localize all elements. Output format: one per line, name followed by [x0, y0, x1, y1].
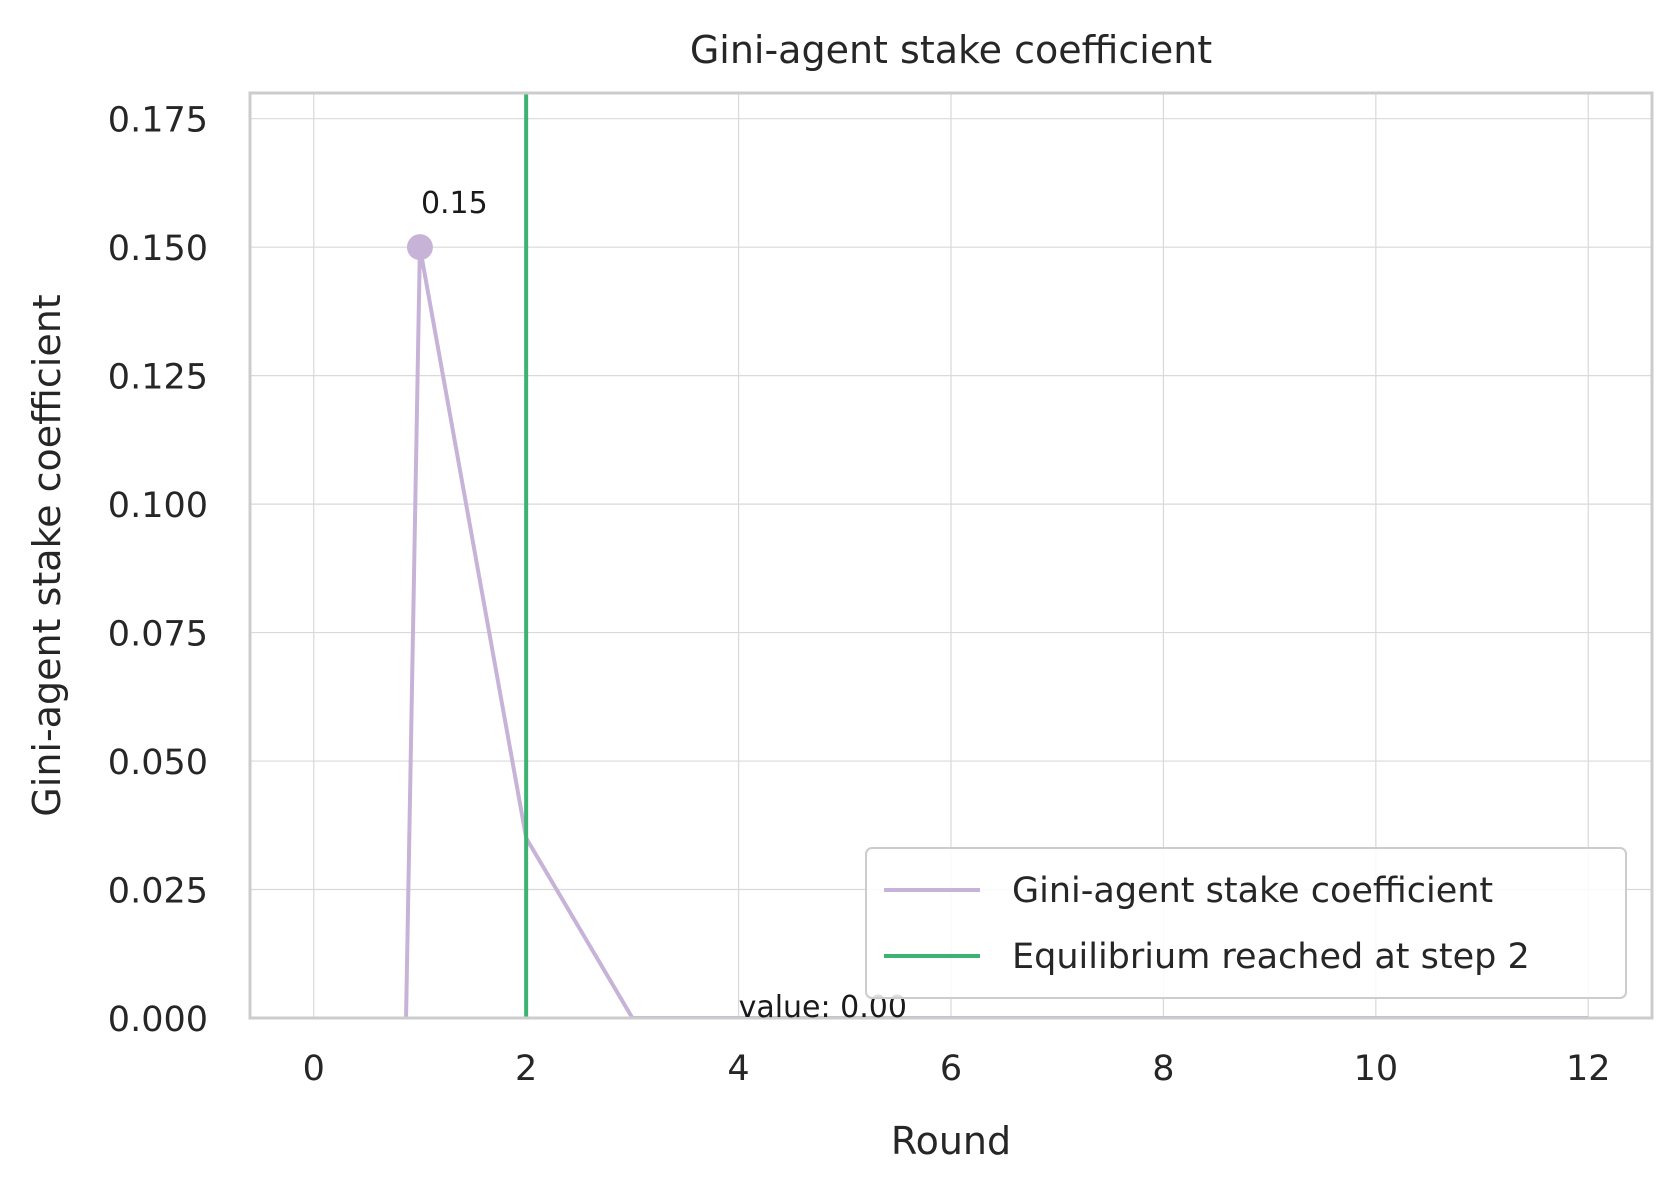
y-tick-label: 0.150 [108, 229, 208, 269]
x-tick-label: 8 [1152, 1049, 1174, 1089]
x-tick-labels: 0 2 4 6 8 10 12 [303, 1049, 1611, 1089]
legend-box [865, 847, 1627, 999]
peak-annotation: 0.15 [421, 186, 488, 221]
y-axis-label: Gini-agent stake coefficient [25, 294, 69, 816]
x-tick-label: 12 [1566, 1049, 1611, 1089]
axes-frame [248, 91, 1654, 1020]
chart-title: Gini-agent stake coefficient [690, 28, 1212, 72]
legend: Gini-agent stake coefficient Equilibrium… [865, 847, 1627, 999]
y-tick-label: 0.175 [108, 101, 208, 141]
x-tick-label: 4 [727, 1049, 749, 1089]
series-marker-peak [406, 234, 433, 261]
plot-area [404, 93, 1589, 1018]
x-tick-label: 0 [303, 1049, 325, 1089]
legend-label-gini: Gini-agent stake coefficient [1012, 871, 1493, 911]
x-axis-label: Round [891, 1119, 1011, 1163]
y-tick-label: 0.025 [108, 872, 208, 912]
y-tick-label: 0.000 [108, 1000, 208, 1040]
y-tick-label: 0.100 [108, 486, 208, 526]
y-tick-label: 0.050 [108, 743, 208, 783]
x-tick-label: 10 [1354, 1049, 1399, 1089]
legend-label-equilibrium: Equilibrium reached at step 2 [1012, 937, 1530, 977]
y-tick-labels: 0.000 0.025 0.050 0.075 0.100 0.125 0.150 0.175 [108, 101, 208, 1040]
y-tick-label: 0.125 [108, 358, 208, 398]
x-tick-label: 2 [515, 1049, 537, 1089]
grid [250, 93, 1652, 1019]
x-tick-label: 6 [940, 1049, 962, 1089]
y-tick-label: 0.075 [108, 615, 208, 655]
